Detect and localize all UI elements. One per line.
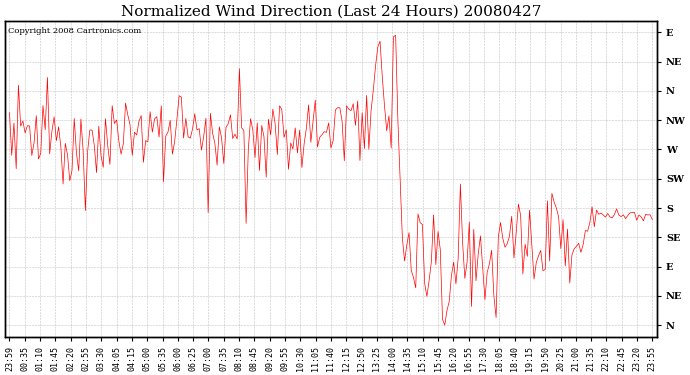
Text: Copyright 2008 Cartronics.com: Copyright 2008 Cartronics.com <box>8 27 141 35</box>
Title: Normalized Wind Direction (Last 24 Hours) 20080427: Normalized Wind Direction (Last 24 Hours… <box>121 4 541 18</box>
